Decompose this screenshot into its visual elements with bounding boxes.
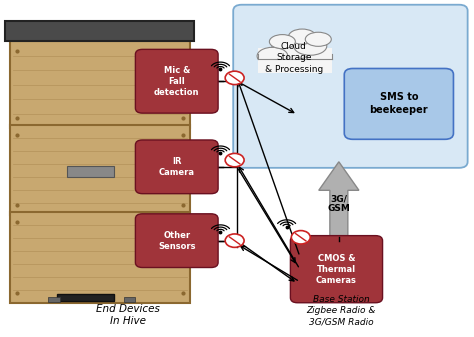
Text: Base Station
Zigbee Radio &
3G/GSM Radio: Base Station Zigbee Radio & 3G/GSM Radio xyxy=(306,295,376,326)
Circle shape xyxy=(292,231,310,244)
Bar xyxy=(10,212,190,303)
Ellipse shape xyxy=(289,29,316,44)
Text: CMOS &
Thermal
Cameras: CMOS & Thermal Cameras xyxy=(316,253,357,285)
Bar xyxy=(57,294,114,301)
Polygon shape xyxy=(319,162,359,237)
Circle shape xyxy=(225,71,244,85)
Bar xyxy=(10,125,190,215)
Bar xyxy=(67,166,114,177)
Ellipse shape xyxy=(269,35,295,49)
Text: IR
Camera: IR Camera xyxy=(159,157,195,177)
Bar xyxy=(258,59,331,73)
Circle shape xyxy=(225,234,244,247)
Ellipse shape xyxy=(305,32,331,47)
Bar xyxy=(10,41,190,128)
Circle shape xyxy=(225,153,244,167)
Ellipse shape xyxy=(294,37,327,55)
FancyBboxPatch shape xyxy=(136,49,218,113)
Text: Other
Sensors: Other Sensors xyxy=(158,231,195,251)
Bar xyxy=(258,48,331,73)
Bar xyxy=(48,297,60,302)
Ellipse shape xyxy=(257,47,288,65)
FancyBboxPatch shape xyxy=(136,140,218,194)
FancyBboxPatch shape xyxy=(344,68,454,139)
FancyBboxPatch shape xyxy=(136,214,218,268)
Text: End Devices
In Hive: End Devices In Hive xyxy=(96,304,160,326)
Text: 3G/
GSM: 3G/ GSM xyxy=(328,194,350,213)
Bar xyxy=(124,297,136,302)
FancyBboxPatch shape xyxy=(233,5,468,168)
Text: Cloud
Storage
& Processing: Cloud Storage & Processing xyxy=(264,42,323,74)
Text: Mic &
Fall
detection: Mic & Fall detection xyxy=(154,66,200,97)
Text: SMS to
beekeeper: SMS to beekeeper xyxy=(370,92,428,115)
Ellipse shape xyxy=(271,38,311,60)
Bar xyxy=(5,21,194,41)
FancyBboxPatch shape xyxy=(291,236,383,303)
